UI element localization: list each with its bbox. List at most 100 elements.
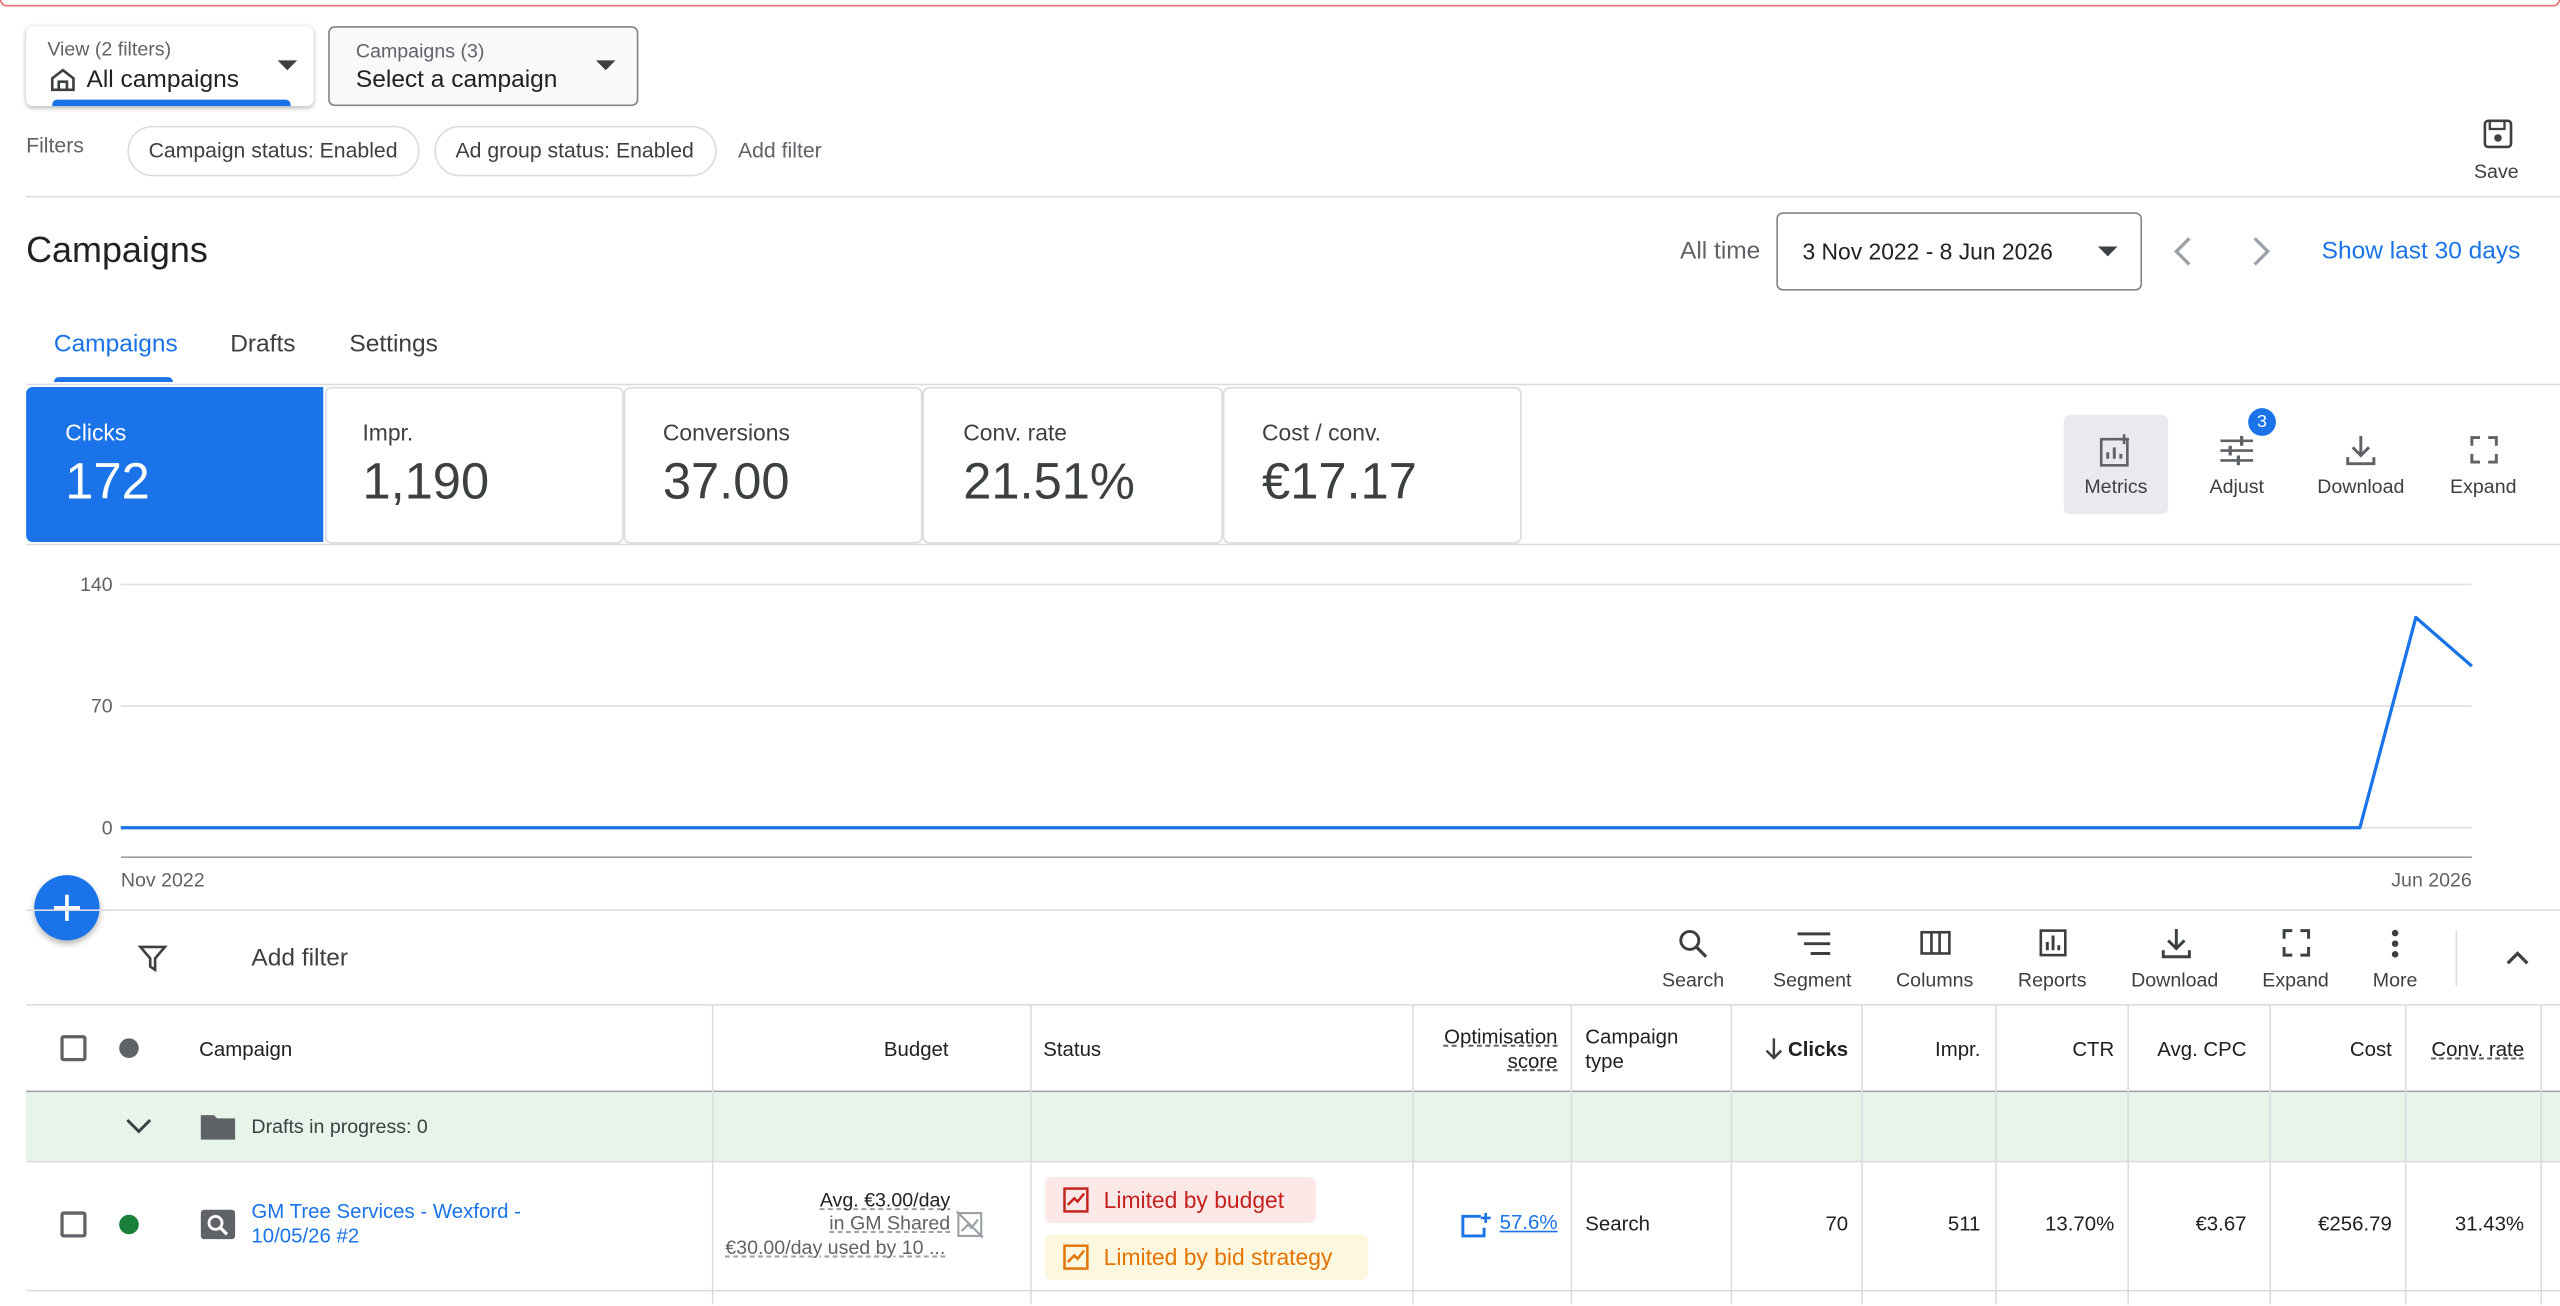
scorecard[interactable]: [1222, 386, 1522, 544]
scorecard-label: Conv. rate: [963, 419, 1068, 446]
data-line: [120, 615, 2473, 830]
table-border: [26, 1090, 2560, 1093]
chart-tool-label: Metrics: [2084, 475, 2148, 499]
collapse-icon[interactable]: [2506, 950, 2529, 965]
scorecard-label: Clicks: [65, 419, 127, 446]
table-border: [26, 1004, 2560, 1006]
column-header[interactable]: Campaign type: [1585, 1025, 1679, 1073]
scorecard[interactable]: [623, 386, 923, 544]
ctr-cell: 13.70%: [2045, 1212, 2115, 1236]
view-underline: [52, 99, 291, 107]
expand-row[interactable]: [126, 1118, 152, 1134]
filter-chip[interactable]: [127, 125, 420, 177]
next-period[interactable]: [2251, 237, 2271, 266]
column-divider: [1861, 1005, 1863, 1305]
column-header[interactable]: CTR: [2072, 1038, 2115, 1061]
budget-line: in GM Shared: [829, 1211, 951, 1235]
column-header[interactable]: Cost: [2349, 1038, 2392, 1061]
view-dropdown[interactable]: [26, 26, 314, 107]
tool-label: Reports: [2017, 968, 2087, 992]
adjust-icon[interactable]: [2220, 435, 2254, 466]
tool-label: Columns: [1896, 968, 1974, 992]
download-icon[interactable]: [2346, 435, 2376, 466]
column-divider: [1570, 1005, 1573, 1305]
add-filter[interactable]: Add filter: [737, 138, 822, 163]
save-icon[interactable]: [2483, 119, 2513, 149]
tool-label: Segment: [1773, 968, 1852, 992]
plus-icon: [53, 894, 80, 921]
campaign-dropdown[interactable]: [328, 26, 639, 107]
filter-chip[interactable]: [434, 125, 717, 177]
table-add-filter[interactable]: Add filter: [251, 944, 349, 973]
column-header[interactable]: Optimisation score: [1444, 1025, 1558, 1073]
column-divider: [2127, 1005, 2129, 1305]
row-checkbox[interactable]: [60, 1211, 87, 1238]
enabled-dot: [119, 1214, 139, 1235]
status-header-dot: [119, 1038, 139, 1058]
tab-indicator: [53, 377, 174, 383]
tab[interactable]: Settings: [349, 330, 438, 359]
column-divider: [2540, 1005, 2543, 1305]
column-divider: [1995, 1005, 1997, 1305]
impr-cell: 511: [1947, 1212, 1981, 1236]
tab[interactable]: Campaigns: [53, 330, 178, 359]
dropdown-arrow: [595, 60, 616, 71]
scorecard[interactable]: [26, 386, 324, 543]
status-chip[interactable]: [1044, 1177, 1316, 1223]
scorecard[interactable]: [324, 386, 624, 544]
column-header[interactable]: Status: [1043, 1038, 1102, 1061]
scorecard-value: 172: [65, 452, 150, 510]
filters-label: Filters: [26, 133, 84, 158]
column-divider: [1412, 1005, 1414, 1305]
budget-line: Avg. €3.00/day: [819, 1188, 951, 1212]
download-icon[interactable]: [2161, 928, 2191, 959]
columns-icon[interactable]: [1920, 930, 1951, 955]
more-icon[interactable]: [2390, 929, 2400, 958]
expand-icon[interactable]: [2282, 929, 2311, 957]
status-chip[interactable]: [1044, 1234, 1369, 1280]
toolbar-divider: [2455, 930, 2458, 987]
tool-label: Expand: [2262, 968, 2329, 992]
conv-rate-cell: 31.43%: [2454, 1212, 2525, 1236]
optimisation-score[interactable]: 57.6%: [1499, 1211, 1558, 1234]
y-tick-label: 0: [102, 817, 113, 839]
tab[interactable]: Drafts: [230, 330, 296, 359]
show-last-30-days[interactable]: Show last 30 days: [2321, 237, 2521, 266]
prev-period[interactable]: [2173, 237, 2193, 266]
column-divider: [1030, 1005, 1032, 1305]
folder-icon: [200, 1115, 236, 1140]
search-campaign-icon: [200, 1209, 236, 1240]
divider: [26, 909, 2560, 912]
x-tick-label: Nov 2022: [121, 870, 205, 892]
sort-icon: [1765, 1038, 1783, 1060]
y-tick-label: 70: [91, 696, 113, 718]
row-border: [26, 1289, 2560, 1292]
scorecard-value: 1,190: [362, 452, 490, 510]
filter-icon[interactable]: [137, 945, 168, 973]
cost-cell: €256.79: [2318, 1212, 2392, 1236]
x-tick-label: Jun 2026: [2391, 870, 2472, 892]
campaign-select-value: Select a campaign: [355, 65, 558, 94]
search-icon[interactable]: [1678, 929, 1708, 958]
date-range-picker[interactable]: [1776, 212, 2143, 291]
expand-icon[interactable]: [2470, 436, 2498, 464]
column-header[interactable]: Avg. CPC: [2157, 1038, 2247, 1061]
column-header[interactable]: Campaign: [199, 1038, 293, 1061]
column-header[interactable]: Impr.: [1935, 1038, 1981, 1061]
tool-label: More: [2372, 968, 2418, 992]
clicks-cell: 70: [1825, 1212, 1849, 1236]
campaign-select-label: Campaigns (3): [355, 39, 485, 63]
column-header[interactable]: Budget: [883, 1038, 949, 1061]
column-divider: [711, 1005, 714, 1305]
column-header[interactable]: Conv. rate: [2431, 1038, 2525, 1061]
budget-chart-off-icon: [955, 1210, 984, 1239]
select-all-checkbox[interactable]: [60, 1035, 87, 1062]
campaign-link[interactable]: GM Tree Services - Wexford - 10/05/26 #2: [251, 1200, 521, 1248]
scorecard[interactable]: [922, 386, 1223, 544]
view-value: All campaigns: [86, 65, 240, 94]
reports-icon[interactable]: [2039, 929, 2067, 957]
column-header[interactable]: Clicks: [1788, 1038, 1849, 1061]
segment-icon[interactable]: [1797, 932, 1831, 955]
